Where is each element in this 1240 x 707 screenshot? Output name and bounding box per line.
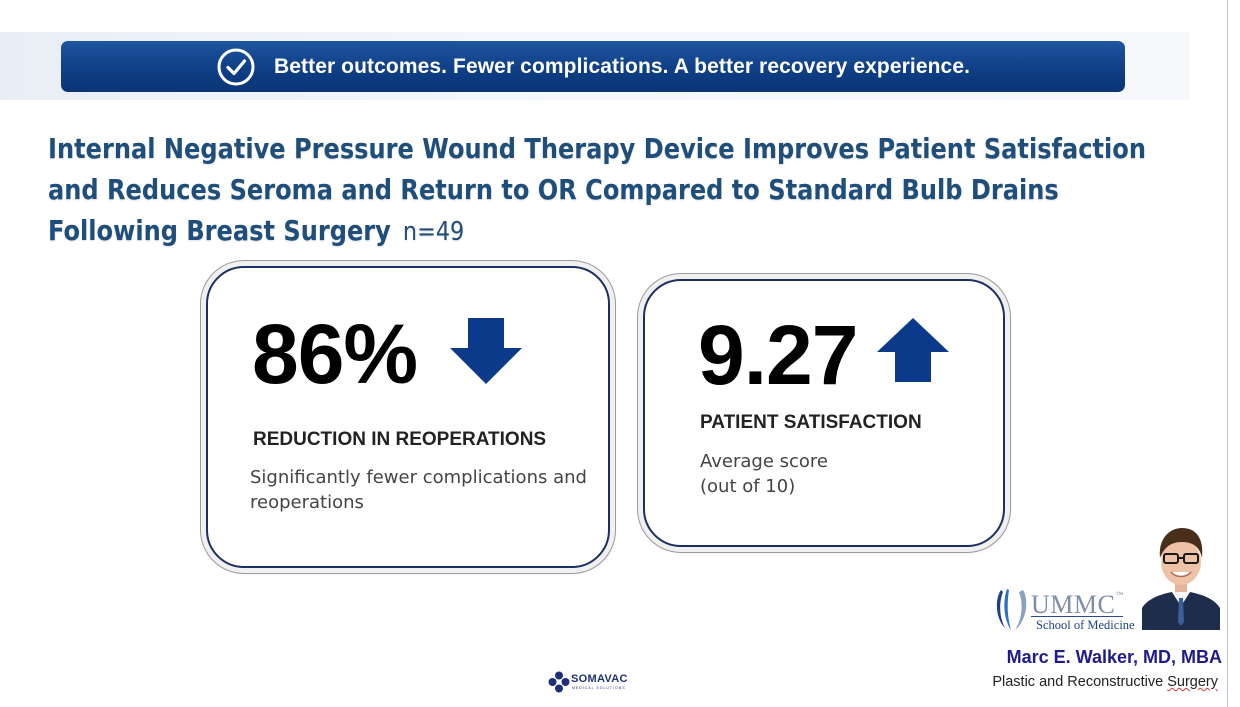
stat-label: PATIENT SATISFACTION (700, 412, 922, 433)
sample-size: n=49 (402, 217, 465, 247)
slide-edge (1227, 0, 1228, 707)
stat-card-satisfaction: 9.27 PATIENT SATISFACTION Average score … (643, 279, 1005, 547)
somavac-mark-icon (548, 671, 570, 693)
banner-text: Better outcomes. Fewer complications. A … (273, 54, 971, 78)
stat-card-reoperations: 86% REDUCTION IN REOPERATIONS Significan… (206, 266, 610, 568)
arrow-down-icon (450, 318, 522, 384)
ummc-wordmark: UMMC™ (1031, 590, 1124, 620)
stat-label: REDUCTION IN REOPERATIONS (253, 429, 547, 450)
stat-value: 9.27 (698, 308, 858, 402)
somavac-logo: SOMAVAC MEDICAL SOLUTIONS (548, 670, 658, 694)
stat-description: Significantly fewer complications and re… (250, 467, 587, 513)
stat-description-line: (out of 10) (700, 476, 796, 497)
title-text: Internal Negative Pressure Wound Therapy… (48, 132, 1146, 247)
author-title: Plastic and Reconstructive Surgery (992, 674, 1218, 690)
ummc-divider (1031, 616, 1123, 617)
stat-value: 86% (252, 307, 418, 401)
tagline-banner: Better outcomes. Fewer complications. A … (61, 41, 1125, 92)
somavac-wordmark: SOMAVAC (571, 673, 628, 685)
slide-title: Internal Negative Pressure Wound Therapy… (48, 128, 1175, 253)
ummc-mark-icon (996, 589, 1027, 630)
author-portrait-icon (1142, 522, 1220, 630)
stat-description-line: Average score (700, 451, 829, 472)
author-title-suffix: Surgery (1167, 674, 1218, 690)
author-photo (1142, 522, 1220, 630)
author-name: Marc E. Walker, MD, MBA (1006, 647, 1222, 667)
ummc-logo: UMMC™ School of Medicine (993, 586, 1138, 634)
ummc-name: UMMC (1031, 590, 1116, 619)
check-circle-icon (217, 48, 255, 85)
ummc-school: School of Medicine (1036, 618, 1135, 632)
somavac-subtitle: MEDICAL SOLUTIONS (572, 686, 626, 690)
author-title-prefix: Plastic and Reconstructive (992, 674, 1168, 690)
ummc-trademark: ™ (1115, 590, 1124, 599)
arrow-up-icon (877, 318, 949, 382)
stat-description: Average score (out of 10) (700, 449, 960, 499)
